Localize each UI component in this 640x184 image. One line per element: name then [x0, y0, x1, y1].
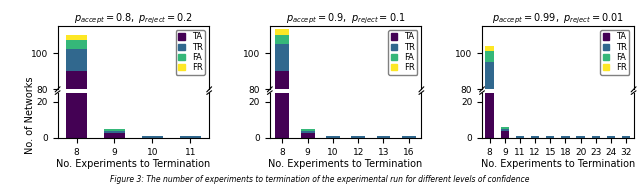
- Bar: [104, 131, 125, 132]
- Bar: [577, 136, 585, 138]
- Bar: [66, 49, 87, 71]
- Bar: [301, 132, 315, 138]
- Bar: [402, 136, 416, 138]
- Bar: [275, 71, 289, 184]
- Bar: [180, 136, 201, 138]
- Bar: [531, 136, 540, 138]
- Bar: [275, 44, 289, 71]
- Bar: [66, 35, 87, 40]
- Bar: [326, 136, 340, 138]
- Bar: [301, 131, 315, 132]
- Bar: [275, 35, 289, 44]
- Bar: [561, 136, 570, 138]
- Title: $p_{accept} = 0.99,\ p_{reject} = 0.01$: $p_{accept} = 0.99,\ p_{reject} = 0.01$: [492, 11, 624, 26]
- Bar: [104, 132, 125, 138]
- Bar: [500, 127, 509, 129]
- Bar: [485, 46, 494, 51]
- Bar: [485, 51, 494, 62]
- Title: $p_{accept} = 0.8,\ p_{reject} = 0.2$: $p_{accept} = 0.8,\ p_{reject} = 0.2$: [74, 11, 193, 26]
- Bar: [591, 136, 600, 138]
- Bar: [104, 129, 125, 131]
- Bar: [500, 129, 509, 131]
- X-axis label: No. Experiments to Termination: No. Experiments to Termination: [268, 160, 423, 169]
- Bar: [66, 40, 87, 49]
- Bar: [485, 0, 494, 138]
- Legend: TA, TR, FA, FR: TA, TR, FA, FR: [600, 30, 629, 75]
- Bar: [275, 29, 289, 35]
- Y-axis label: No. of Networks: No. of Networks: [25, 77, 35, 154]
- Bar: [275, 0, 289, 138]
- X-axis label: No. Experiments to Termination: No. Experiments to Termination: [56, 160, 211, 169]
- Bar: [301, 129, 315, 131]
- Bar: [66, 0, 87, 138]
- Text: Figure 3: The number of experiments to termination of the experimental run for d: Figure 3: The number of experiments to t…: [110, 175, 530, 184]
- Bar: [516, 136, 524, 138]
- Title: $p_{accept} = 0.9,\ p_{reject} = 0.1$: $p_{accept} = 0.9,\ p_{reject} = 0.1$: [286, 11, 405, 26]
- Bar: [351, 136, 365, 138]
- Bar: [546, 136, 554, 138]
- Legend: TA, TR, FA, FR: TA, TR, FA, FR: [176, 30, 205, 75]
- Bar: [66, 71, 87, 184]
- Bar: [607, 136, 615, 138]
- Bar: [622, 136, 630, 138]
- Bar: [485, 89, 494, 184]
- Bar: [142, 136, 163, 138]
- X-axis label: No. Experiments to Termination: No. Experiments to Termination: [481, 160, 635, 169]
- Bar: [500, 131, 509, 138]
- Bar: [485, 62, 494, 89]
- Legend: TA, TR, FA, FR: TA, TR, FA, FR: [388, 30, 417, 75]
- Bar: [376, 136, 390, 138]
